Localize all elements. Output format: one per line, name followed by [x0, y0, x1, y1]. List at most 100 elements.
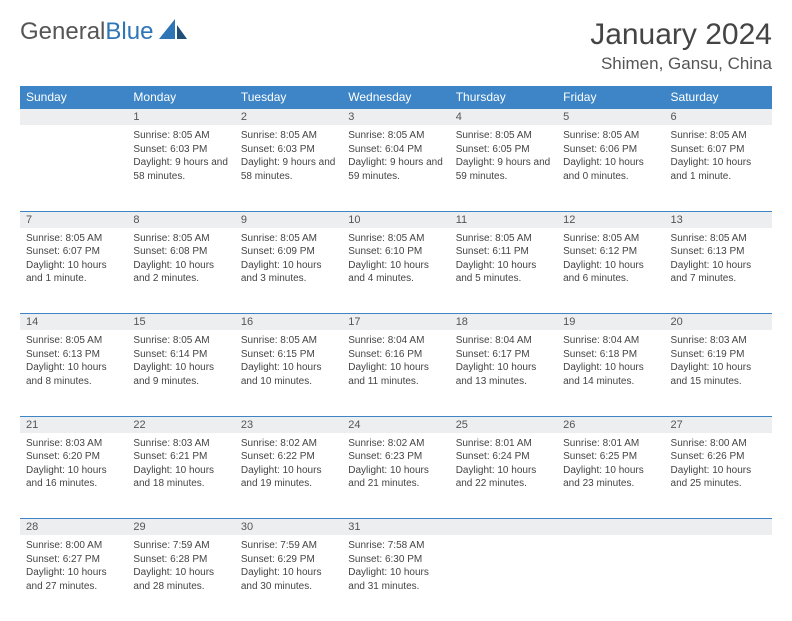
sunset-text: Sunset: 6:15 PM: [241, 348, 336, 362]
daylight-text: Daylight: 10 hours and 1 minute.: [26, 259, 121, 286]
sunrise-text: Sunrise: 8:03 AM: [671, 334, 766, 348]
day-content-cell: Sunrise: 8:04 AMSunset: 6:16 PMDaylight:…: [342, 330, 449, 416]
daylight-text: Daylight: 10 hours and 14 minutes.: [563, 361, 658, 388]
daylight-text: Daylight: 10 hours and 27 minutes.: [26, 566, 121, 593]
sunrise-text: Sunrise: 8:04 AM: [563, 334, 658, 348]
day-content-cell: Sunrise: 8:05 AMSunset: 6:08 PMDaylight:…: [127, 228, 234, 314]
weekday-header: Saturday: [665, 86, 772, 109]
day-number-cell: 2: [235, 109, 342, 126]
daylight-text: Daylight: 10 hours and 31 minutes.: [348, 566, 443, 593]
sunrise-text: Sunrise: 8:05 AM: [26, 334, 121, 348]
day-number-row: 28293031: [20, 519, 772, 536]
sunset-text: Sunset: 6:04 PM: [348, 143, 443, 157]
day-number-cell: 31: [342, 519, 449, 536]
sunset-text: Sunset: 6:29 PM: [241, 553, 336, 567]
daylight-text: Daylight: 10 hours and 6 minutes.: [563, 259, 658, 286]
page-header: GeneralBlue January 2024 Shimen, Gansu, …: [20, 18, 772, 74]
sunset-text: Sunset: 6:28 PM: [133, 553, 228, 567]
day-number-cell: 29: [127, 519, 234, 536]
day-number-cell: 18: [450, 314, 557, 331]
day-number-cell: 4: [450, 109, 557, 126]
daylight-text: Daylight: 10 hours and 23 minutes.: [563, 464, 658, 491]
weekday-header: Friday: [557, 86, 664, 109]
weekday-header: Thursday: [450, 86, 557, 109]
day-content-cell: Sunrise: 7:58 AMSunset: 6:30 PMDaylight:…: [342, 535, 449, 621]
day-number-cell: 3: [342, 109, 449, 126]
sunrise-text: Sunrise: 8:05 AM: [671, 232, 766, 246]
daylight-text: Daylight: 10 hours and 30 minutes.: [241, 566, 336, 593]
logo-text: GeneralBlue: [20, 18, 153, 46]
daylight-text: Daylight: 9 hours and 59 minutes.: [456, 156, 551, 183]
sunrise-text: Sunrise: 7:59 AM: [241, 539, 336, 553]
day-content-cell: Sunrise: 7:59 AMSunset: 6:29 PMDaylight:…: [235, 535, 342, 621]
sunset-text: Sunset: 6:11 PM: [456, 245, 551, 259]
day-content-cell: Sunrise: 8:01 AMSunset: 6:24 PMDaylight:…: [450, 433, 557, 519]
sunset-text: Sunset: 6:10 PM: [348, 245, 443, 259]
weekday-header-row: Sunday Monday Tuesday Wednesday Thursday…: [20, 86, 772, 109]
day-content-cell: [557, 535, 664, 621]
sunset-text: Sunset: 6:27 PM: [26, 553, 121, 567]
sunset-text: Sunset: 6:22 PM: [241, 450, 336, 464]
day-number-cell: 7: [20, 211, 127, 228]
sunset-text: Sunset: 6:13 PM: [671, 245, 766, 259]
daylight-text: Daylight: 10 hours and 18 minutes.: [133, 464, 228, 491]
sunset-text: Sunset: 6:13 PM: [26, 348, 121, 362]
sunset-text: Sunset: 6:12 PM: [563, 245, 658, 259]
day-content-cell: [20, 125, 127, 211]
sunrise-text: Sunrise: 8:05 AM: [456, 232, 551, 246]
day-number-row: 78910111213: [20, 211, 772, 228]
day-content-row: Sunrise: 8:00 AMSunset: 6:27 PMDaylight:…: [20, 535, 772, 621]
weekday-header: Tuesday: [235, 86, 342, 109]
day-content-cell: Sunrise: 8:00 AMSunset: 6:26 PMDaylight:…: [665, 433, 772, 519]
day-number-cell: 20: [665, 314, 772, 331]
day-content-cell: Sunrise: 8:05 AMSunset: 6:11 PMDaylight:…: [450, 228, 557, 314]
day-number-cell: 14: [20, 314, 127, 331]
daylight-text: Daylight: 10 hours and 0 minutes.: [563, 156, 658, 183]
day-content-cell: Sunrise: 8:04 AMSunset: 6:18 PMDaylight:…: [557, 330, 664, 416]
day-number-cell: 15: [127, 314, 234, 331]
weekday-header: Monday: [127, 86, 234, 109]
day-content-cell: Sunrise: 8:05 AMSunset: 6:13 PMDaylight:…: [665, 228, 772, 314]
daylight-text: Daylight: 10 hours and 15 minutes.: [671, 361, 766, 388]
sunset-text: Sunset: 6:18 PM: [563, 348, 658, 362]
day-number-cell: 21: [20, 416, 127, 433]
sunset-text: Sunset: 6:08 PM: [133, 245, 228, 259]
day-content-cell: Sunrise: 8:03 AMSunset: 6:19 PMDaylight:…: [665, 330, 772, 416]
sunset-text: Sunset: 6:06 PM: [563, 143, 658, 157]
sunset-text: Sunset: 6:20 PM: [26, 450, 121, 464]
logo: GeneralBlue: [20, 18, 187, 46]
sunrise-text: Sunrise: 8:04 AM: [456, 334, 551, 348]
day-number-cell: 28: [20, 519, 127, 536]
daylight-text: Daylight: 10 hours and 5 minutes.: [456, 259, 551, 286]
day-content-cell: Sunrise: 8:02 AMSunset: 6:22 PMDaylight:…: [235, 433, 342, 519]
day-content-row: Sunrise: 8:05 AMSunset: 6:07 PMDaylight:…: [20, 228, 772, 314]
day-number-row: 21222324252627: [20, 416, 772, 433]
day-number-cell: 5: [557, 109, 664, 126]
sunset-text: Sunset: 6:03 PM: [133, 143, 228, 157]
day-number-row: 14151617181920: [20, 314, 772, 331]
day-content-cell: Sunrise: 8:05 AMSunset: 6:09 PMDaylight:…: [235, 228, 342, 314]
sunrise-text: Sunrise: 8:05 AM: [563, 129, 658, 143]
sunrise-text: Sunrise: 8:05 AM: [348, 232, 443, 246]
daylight-text: Daylight: 10 hours and 9 minutes.: [133, 361, 228, 388]
calendar-table: Sunday Monday Tuesday Wednesday Thursday…: [20, 86, 772, 621]
day-content-cell: Sunrise: 8:04 AMSunset: 6:17 PMDaylight:…: [450, 330, 557, 416]
daylight-text: Daylight: 10 hours and 2 minutes.: [133, 259, 228, 286]
day-content-cell: Sunrise: 8:05 AMSunset: 6:07 PMDaylight:…: [665, 125, 772, 211]
sunset-text: Sunset: 6:05 PM: [456, 143, 551, 157]
daylight-text: Daylight: 10 hours and 4 minutes.: [348, 259, 443, 286]
logo-sail-icon: [159, 19, 187, 46]
sunrise-text: Sunrise: 8:05 AM: [671, 129, 766, 143]
day-content-cell: Sunrise: 8:02 AMSunset: 6:23 PMDaylight:…: [342, 433, 449, 519]
sunrise-text: Sunrise: 8:05 AM: [26, 232, 121, 246]
sunset-text: Sunset: 6:30 PM: [348, 553, 443, 567]
daylight-text: Daylight: 10 hours and 7 minutes.: [671, 259, 766, 286]
day-content-cell: Sunrise: 8:05 AMSunset: 6:07 PMDaylight:…: [20, 228, 127, 314]
day-content-cell: Sunrise: 8:05 AMSunset: 6:13 PMDaylight:…: [20, 330, 127, 416]
sunrise-text: Sunrise: 8:05 AM: [241, 129, 336, 143]
daylight-text: Daylight: 9 hours and 58 minutes.: [133, 156, 228, 183]
daylight-text: Daylight: 10 hours and 1 minute.: [671, 156, 766, 183]
sunrise-text: Sunrise: 8:03 AM: [133, 437, 228, 451]
day-content-cell: [665, 535, 772, 621]
day-content-cell: Sunrise: 8:05 AMSunset: 6:06 PMDaylight:…: [557, 125, 664, 211]
